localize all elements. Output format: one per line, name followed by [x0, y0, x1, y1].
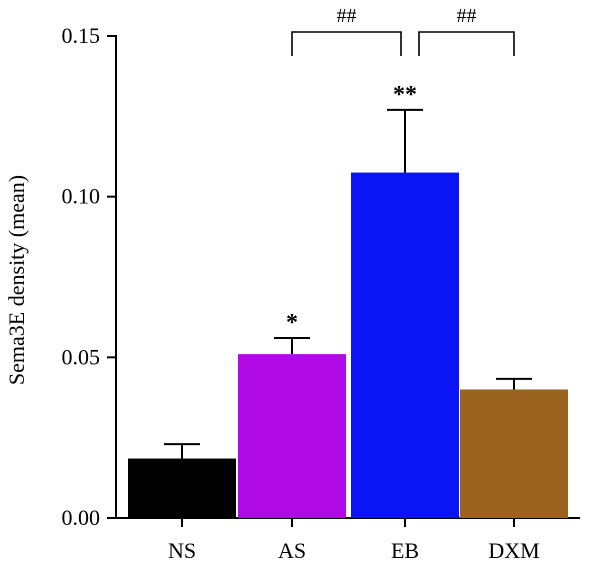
x-tick-label: AS [278, 538, 306, 563]
x-tick-label: NS [168, 538, 196, 563]
comparison-label: ## [457, 5, 477, 27]
y-axis-title: Sema3E density (mean) [4, 175, 29, 385]
significance-marker: * [286, 310, 298, 336]
significance-marker: ** [393, 82, 417, 108]
comparison-bracket [418, 31, 515, 56]
x-tick-label: DXM [488, 538, 539, 563]
bar-ns [128, 458, 236, 518]
x-tick-label: EB [391, 538, 419, 563]
y-tick-label: 0.00 [62, 505, 101, 530]
y-tick-label: 0.15 [62, 23, 101, 48]
y-tick-label: 0.10 [62, 184, 101, 209]
comparison-label: ## [337, 5, 357, 27]
comparison-bracket [291, 31, 402, 56]
plot-area: 0.00 0.05 0.10 0.15 NS AS * EB ** DXM ## ## [62, 5, 580, 563]
bar-as [238, 354, 346, 518]
y-tick-label: 0.05 [62, 344, 101, 369]
bar-eb [351, 172, 459, 519]
bar-dxm [460, 389, 568, 518]
